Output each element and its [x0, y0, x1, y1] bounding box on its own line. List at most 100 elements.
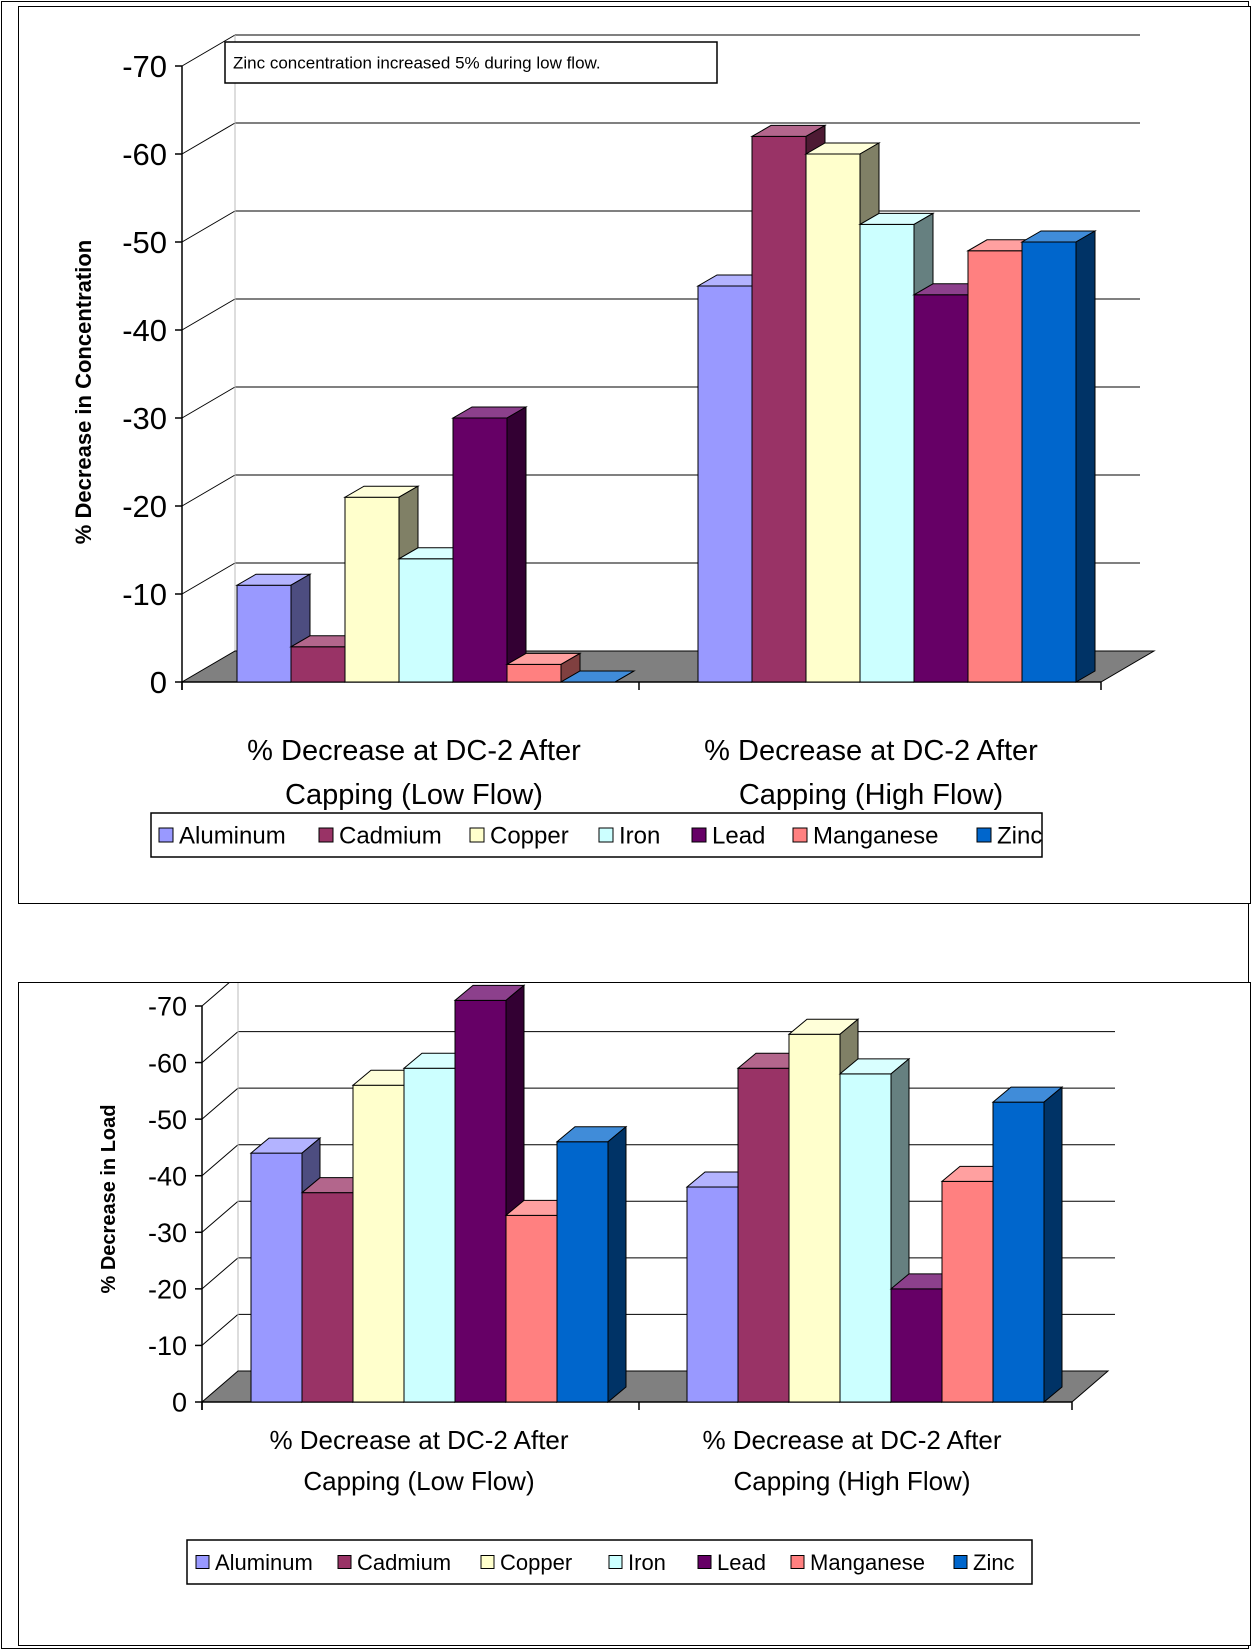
- gridline-side: [201, 1257, 239, 1290]
- bar-front: [967, 250, 1023, 683]
- legend-swatch-zinc: [976, 827, 992, 843]
- gridline-side: [181, 386, 236, 419]
- bar-zinc-low-flow: [555, 1125, 628, 1404]
- legend-swatch-aluminum: [195, 1555, 210, 1569]
- gridline-side: [181, 210, 236, 243]
- legend-box: [150, 812, 1043, 858]
- y-tick-label: -50: [122, 225, 167, 260]
- gridline-side: [201, 1031, 239, 1063]
- bar-front: [290, 646, 346, 683]
- legend-swatch-manganese: [790, 1555, 805, 1569]
- bar-front: [697, 285, 753, 683]
- gridline-side: [201, 983, 230, 1007]
- y-tick-label: -30: [122, 401, 167, 436]
- bar-side: [607, 1125, 627, 1404]
- gridline-side: [201, 1314, 239, 1346]
- bar-front: [839, 1073, 892, 1403]
- y-tick-label: -40: [122, 313, 167, 348]
- bar-side: [506, 406, 527, 683]
- bar-lead-low-flow: [451, 406, 528, 683]
- concentration-chart: 0 -10 -20 -30 -40 -50 -60 -70 % Decrease in Conc…: [71, 34, 1156, 858]
- bar-front: [913, 294, 969, 683]
- bar-zinc-high-flow: [1020, 230, 1097, 683]
- category-label: Capping (Low Flow): [303, 1466, 534, 1496]
- legend-swatch-cadmium: [337, 1555, 352, 1569]
- legend-swatch-iron: [598, 827, 614, 843]
- bar-front: [403, 1067, 456, 1403]
- gridline-side: [201, 1200, 239, 1233]
- load-chart: 0 -10 -20 -30 -40 -50 -60 -70 % Decrease in Load…: [98, 983, 1115, 1585]
- concentration-chart-panel: 0 -10 -20 -30 -40 -50 -60 -70 % Decrease in Conc…: [18, 6, 1251, 904]
- legend-swatch-copper: [480, 1555, 495, 1569]
- legend-swatch-aluminum: [158, 827, 174, 843]
- y-tick-label: -20: [148, 1275, 187, 1305]
- gridline-side: [181, 122, 236, 155]
- bar-front: [236, 584, 292, 683]
- legend-label-cadmium: Cadmium: [339, 823, 442, 850]
- category-label: Capping (Low Flow): [285, 779, 543, 811]
- legend-swatch-copper: [469, 827, 485, 843]
- category-label: % Decrease at DC-2 After: [702, 1425, 1001, 1455]
- y-axis-label: % Decrease in Concentration: [71, 240, 96, 544]
- bar-manganese-low-flow: [504, 1199, 577, 1404]
- bar-zinc-high-flow: [991, 1086, 1064, 1404]
- legend-swatch-manganese: [792, 827, 808, 843]
- legend-swatch-cadmium: [318, 827, 334, 843]
- legend-label-lead: Lead: [717, 1550, 766, 1575]
- bar-front: [454, 999, 507, 1403]
- y-tick-label: -70: [122, 49, 167, 84]
- bar-front: [250, 1152, 303, 1403]
- annotation-text: Zinc concentration increased 5% during l…: [233, 54, 601, 73]
- bar-front: [344, 496, 400, 683]
- category-label: % Decrease at DC-2 After: [704, 735, 1038, 767]
- bar-aluminum-low-flow: [235, 573, 312, 683]
- y-tick-label: -40: [148, 1161, 187, 1191]
- legend-label-aluminum: Aluminum: [215, 1550, 313, 1575]
- legend-label-copper: Copper: [490, 823, 569, 850]
- legend-swatch-lead: [697, 1555, 712, 1569]
- bar-front: [686, 1186, 739, 1403]
- y-tick-label: -20: [122, 489, 167, 524]
- bar-front: [890, 1288, 943, 1403]
- legend-swatch-zinc: [953, 1555, 968, 1569]
- y-tick-label: -10: [122, 577, 167, 612]
- load-chart-panel: 0 -10 -20 -30 -40 -50 -60 -70 % Decrease in Load…: [18, 982, 1251, 1646]
- bar-manganese-low-flow: [505, 652, 582, 683]
- category-label: Capping (High Flow): [734, 1466, 971, 1496]
- y-tick-label: -60: [148, 1048, 187, 1078]
- bar-front: [941, 1180, 994, 1403]
- gridline-side: [181, 298, 236, 331]
- bar-front: [1021, 241, 1077, 683]
- bar-front: [992, 1101, 1045, 1403]
- bar-front: [452, 417, 508, 683]
- gridline-side: [201, 1087, 239, 1120]
- y-tick-label: -30: [148, 1218, 187, 1248]
- legend-swatch-lead: [691, 827, 707, 843]
- y-tick-label: -10: [148, 1331, 187, 1361]
- legend-label-cadmium: Cadmium: [357, 1550, 451, 1575]
- bar-front: [737, 1067, 790, 1403]
- legend-swatch-iron: [608, 1555, 623, 1569]
- bar-front: [301, 1192, 354, 1403]
- bar-front: [398, 558, 454, 683]
- gridline-side: [181, 562, 236, 595]
- bar-side: [1043, 1086, 1063, 1404]
- legend-label-iron: Iron: [628, 1550, 666, 1575]
- bar-front: [751, 135, 807, 683]
- category-label: Capping (High Flow): [739, 779, 1003, 811]
- y-tick-label: -50: [148, 1105, 187, 1135]
- legend-label-iron: Iron: [619, 823, 660, 850]
- gridline-side: [181, 34, 236, 67]
- legend-label-zinc: Zinc: [997, 823, 1042, 850]
- y-tick-label: -70: [148, 992, 187, 1022]
- y-axis-label: % Decrease in Load: [98, 1105, 120, 1294]
- y-tick-label: 0: [150, 665, 167, 700]
- y-tick-label: -60: [122, 137, 167, 172]
- bar-front: [805, 153, 861, 683]
- bar-zinc-low-flow: [559, 670, 636, 683]
- legend-label-aluminum: Aluminum: [179, 823, 286, 850]
- legend-label-manganese: Manganese: [813, 823, 938, 850]
- legend-label-copper: Copper: [500, 1550, 572, 1575]
- bar-front: [505, 1214, 558, 1403]
- gridline-side: [201, 1144, 239, 1177]
